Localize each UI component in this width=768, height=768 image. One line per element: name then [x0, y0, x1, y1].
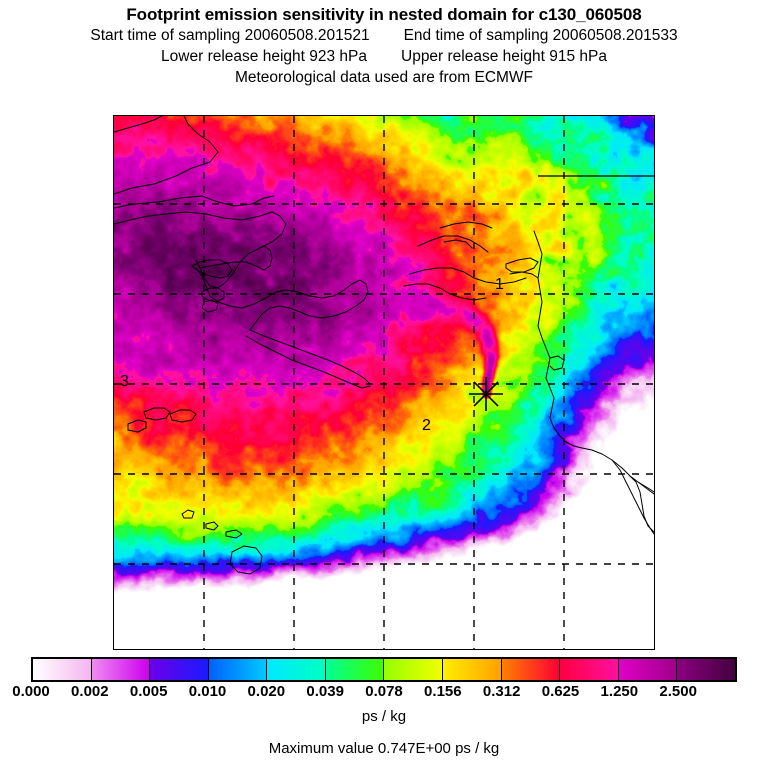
colorbar-segment-11 [677, 659, 735, 680]
colorbar-tick-7: 0.156 [424, 683, 462, 700]
coastline-aleutian-arc-south [245, 335, 371, 389]
colorbar-segment-10 [618, 659, 678, 680]
coastline-bering-north [114, 116, 219, 195]
colorbar-segment-5 [325, 659, 385, 680]
colorbar-segment-6 [384, 659, 444, 680]
coastline-east-fragment-b [439, 221, 493, 229]
coastline-cape-notch [549, 355, 565, 371]
release-height-line: Lower release height 923 hPa Upper releas… [0, 46, 768, 67]
coastline-northwest-fragment [114, 116, 163, 133]
coastline-alaska-south-inner [199, 245, 273, 271]
coastline-aleutian-island-3 [127, 419, 147, 433]
coastline-island-small-b [201, 299, 219, 313]
lower-release-height-label: Lower release height 923 hPa [161, 48, 367, 65]
coastline-aleutian-island-1 [143, 407, 171, 421]
met-data-label: Meteorological data used are from ECMWF [234, 69, 534, 86]
map-plot-area: 1 2 3 [113, 115, 655, 650]
colorbar-tick-2: 0.005 [129, 683, 168, 700]
colorbar-tick-6: 0.078 [365, 683, 403, 700]
colorbar-segment-3 [208, 659, 268, 680]
coastline-east-fragment-d [409, 267, 527, 285]
map-overlay: 1 2 3 [114, 116, 654, 649]
coastline-baja-west [611, 459, 654, 535]
colorbar-tick-8: 0.312 [482, 683, 521, 700]
colorbar-tick-5: 0.039 [306, 683, 344, 700]
coastline-alaska-peninsula [195, 267, 369, 331]
coastline-alaska-west [114, 211, 287, 289]
coastline-hawaii-maui [225, 529, 243, 539]
coastline-east-fragment-e [403, 283, 487, 301]
coastline-vancouver-island [505, 257, 539, 273]
coastline-hawaii-oahu [205, 521, 219, 531]
figure-header: Footprint emission sensitivity in nested… [0, 0, 768, 88]
colorbar-container [31, 657, 737, 682]
colorbar-segment-8 [501, 659, 561, 680]
coastline-aleutian-island-2 [169, 409, 197, 423]
coastline-kodiak-island [191, 259, 233, 279]
colorbar-segment-1 [91, 659, 151, 680]
maximum-value-label: Maximum value 0.747E+00 ps / kg [268, 740, 500, 757]
coastline-mexico-north [637, 481, 654, 495]
trajectory-marker-3: 3 [120, 373, 129, 390]
sampling-time-line: Start time of sampling 20060508.201521 En… [0, 25, 768, 46]
trajectory-marker-2: 2 [422, 417, 431, 434]
start-time-label: Start time of sampling 20060508.201521 [90, 27, 370, 44]
release-point-marker [469, 377, 503, 411]
coastline-east-fragment-a [417, 235, 489, 253]
colorbar-tick-labels: 0.000 0.002 0.005 0.010 0.020 0.039 0.078 0.156… [0, 683, 768, 701]
colorbar-segment-9 [560, 659, 619, 680]
colorbar-tick-4: 0.020 [247, 683, 286, 700]
colorbar-unit-label: ps / kg [361, 708, 407, 725]
colorbar-segment-0 [33, 659, 92, 680]
coastline-north-america-west [533, 230, 654, 493]
colorbar [31, 657, 737, 682]
colorbar-segment-4 [267, 659, 326, 680]
end-time-label: End time of sampling 20060508.201533 [403, 27, 678, 44]
colorbar-tick-10: 1.250 [600, 683, 639, 700]
coastline-island-small-a [201, 287, 225, 303]
coastline-puget-inlet [509, 271, 539, 279]
colorbar-tick-0: 0.000 [12, 683, 50, 700]
coastline-alaska-north [114, 195, 275, 209]
colorbar-tick-11: 2.500 [659, 683, 697, 700]
coastline-east-fragment-c [443, 239, 473, 249]
colorbar-tick-9: 0.625 [541, 683, 580, 700]
coastline-hawaii-bigisland [229, 545, 263, 575]
coastline-aleutian-arc-north [249, 329, 371, 385]
colorbar-segment-2 [150, 659, 209, 680]
colorbar-tick-1: 0.002 [71, 683, 109, 700]
page-title: Footprint emission sensitivity in nested… [126, 5, 642, 24]
colorbar-segment-7 [443, 659, 502, 680]
coastline-hawaii-kauai [181, 509, 195, 519]
upper-release-height-label: Upper release height 915 hPa [401, 48, 607, 65]
trajectory-marker-1: 1 [495, 276, 504, 293]
colorbar-tick-3: 0.010 [188, 683, 227, 700]
coastline-baja-gulf [629, 475, 654, 533]
